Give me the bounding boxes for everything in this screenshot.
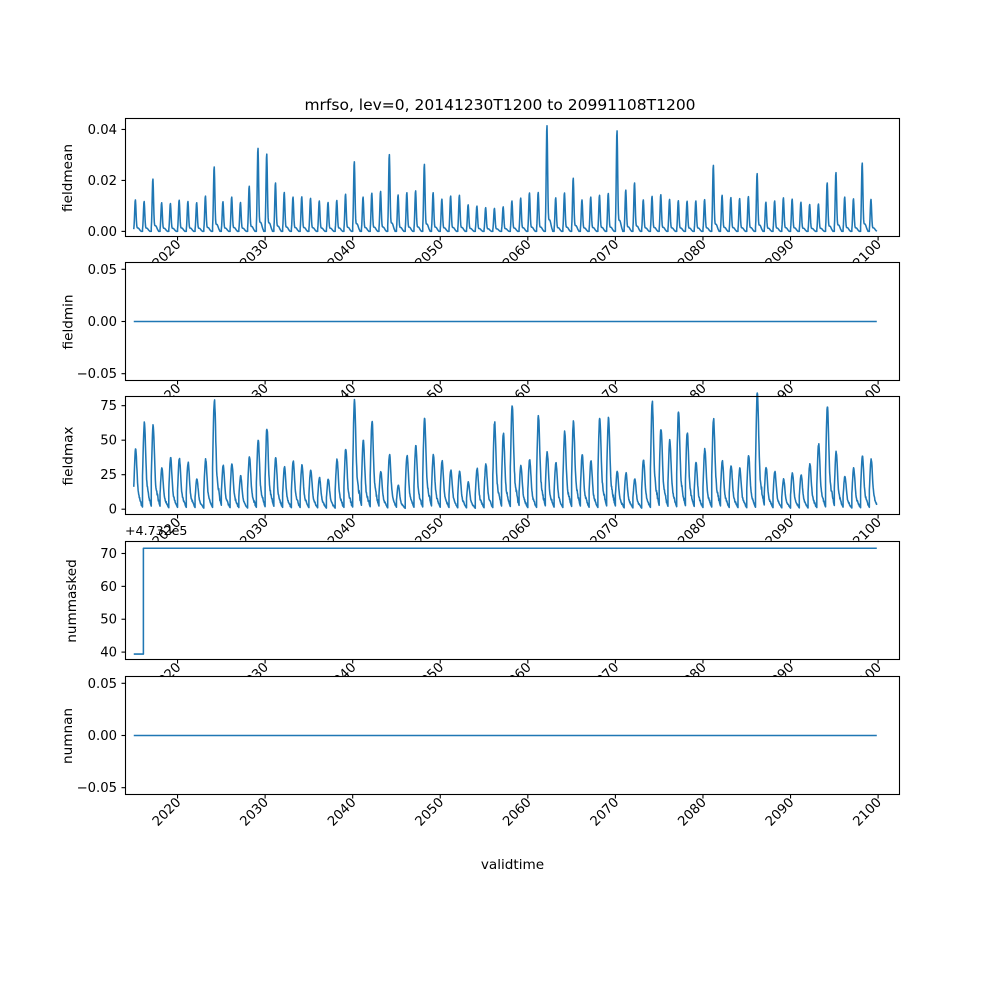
x-tick-label: 2070 [588, 795, 622, 829]
panel-spines [124, 395, 901, 516]
y-tick-label: 0.05 [88, 263, 117, 278]
y-tick-label: 40 [100, 646, 117, 661]
y-tick-label: 50 [100, 613, 117, 628]
y-tick-label: 0.00 [88, 225, 117, 240]
plot-panel-nummasked: 4050607020202030204020502060207020802090… [100, 523, 901, 695]
data-series-fieldmean [132, 125, 878, 233]
plot-panel-fieldmax: 0 25 50 75 2020 2030 2040 2050 2060 2070 2080 2090 2… [100, 392, 901, 550]
x-tick-label: 2060 [500, 795, 534, 829]
y-axis-label-numnan: numnan [60, 707, 77, 764]
panel-spines [124, 675, 901, 796]
x-axis-label: validtime [480, 857, 545, 873]
y-axis-label-nummasked: nummasked [63, 558, 80, 643]
x-tick-label: 2050 [413, 795, 447, 829]
panel-spines [124, 261, 901, 382]
y-axis-label-fieldmean: fieldmean [59, 143, 76, 212]
x-tick-label: 2080 [675, 795, 709, 829]
y-tick-label: 0.00 [88, 315, 117, 330]
panel-spines [124, 540, 901, 661]
y-axis-label-fieldmax: fieldmax [59, 426, 76, 485]
x-tick-label: 2020 [150, 795, 184, 829]
panel-spines [124, 117, 901, 238]
panel-overlap-guard [0, 676, 1000, 677]
x-tick-label: 2100 [851, 795, 885, 829]
y-tick-label: −0.05 [77, 367, 117, 382]
y-tick-label: 60 [100, 580, 117, 595]
plot-panel-numnan: −0.05 0.00 0.05 2020 2030 2040 2050 2060 2070 208… [77, 675, 901, 830]
plot-panel-fieldmean: 0.00 0.02 0.04 2020 2030 2040 2050 2060 2070 2080… [88, 117, 901, 272]
figure-title: mrfso, lev=0, 20141230T1200 to 20991108T… [304, 96, 696, 114]
data-series-nummasked [133, 547, 877, 655]
data-series-fieldmax [132, 392, 878, 510]
y-tick-label: 0.04 [88, 123, 117, 138]
x-tick-label: 2090 [763, 795, 797, 829]
y-tick-label: 25 [100, 468, 117, 483]
y-tick-label: 0.02 [88, 174, 117, 189]
panel-background [125, 541, 900, 660]
plot-panel-fieldmin: −0.050.000.05202020302040205020602070208… [77, 261, 901, 416]
panel-overlap-guard [0, 262, 1000, 263]
y-tick-label: 50 [100, 434, 117, 449]
y-axis-offset-text: +4.732e5 [125, 523, 187, 538]
y-tick-label: −0.05 [77, 781, 117, 796]
y-axis-label-fieldmin: fieldmin [59, 294, 76, 349]
panel-overlap-guard [0, 396, 1000, 397]
x-tick-label: 2030 [238, 795, 272, 829]
panel-overlap-guard [0, 541, 1000, 542]
y-tick-label: 75 [100, 399, 117, 414]
y-tick-label: 70 [100, 547, 117, 562]
x-tick-label: 2040 [325, 795, 359, 829]
y-tick-label: 0 [109, 503, 117, 518]
y-tick-label: 0.05 [88, 677, 117, 692]
y-tick-label: 0.00 [88, 729, 117, 744]
